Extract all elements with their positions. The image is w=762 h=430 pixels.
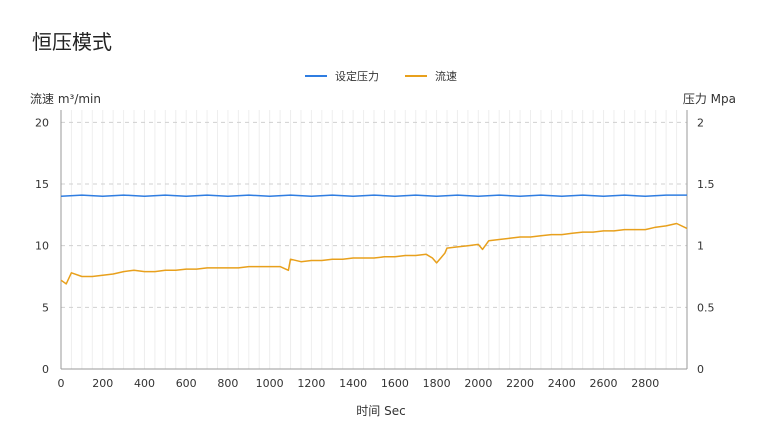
x-tick-label: 2800 [631, 377, 659, 390]
series-line-pressure [60, 194, 687, 198]
x-tick-label: 1000 [256, 377, 284, 390]
y-right-tick-label: 1 [697, 240, 704, 253]
x-axis-label: 时间 Sec [356, 404, 406, 418]
y-axis-right-label: 压力 Mpa [682, 92, 736, 106]
x-tick-label: 1800 [423, 377, 451, 390]
x-tick-label: 1600 [381, 377, 409, 390]
x-tick-label: 800 [217, 377, 238, 390]
chart-legend: 设定压力 流速 [0, 68, 762, 84]
y-right-tick-label: 1.5 [697, 178, 715, 191]
x-tick-label: 400 [134, 377, 155, 390]
tick-label-layer: 0 200 400 600 800 1000 1200 1400 1600 1800 2000 220… [35, 116, 715, 390]
grid-layer [61, 110, 687, 369]
series-layer [60, 194, 688, 285]
x-tick-label: 2400 [548, 377, 576, 390]
axis-layer [60, 110, 688, 370]
x-tick-label: 200 [92, 377, 113, 390]
y-left-tick-label: 0 [42, 363, 49, 376]
x-tick-label: 2000 [464, 377, 492, 390]
legend-label-flow: 流速 [435, 70, 457, 83]
x-tick-label: 0 [58, 377, 65, 390]
page-title: 恒压模式 [32, 30, 112, 54]
legend-item-pressure[interactable]: 设定压力 [305, 68, 379, 84]
x-tick-label: 2200 [506, 377, 534, 390]
x-tick-label: 1400 [339, 377, 367, 390]
legend-swatch-flow [405, 75, 427, 77]
y-left-tick-label: 15 [35, 178, 49, 191]
y-right-tick-label: 0.5 [697, 301, 715, 314]
y-right-tick-label: 2 [697, 116, 704, 129]
x-tick-label: 1200 [297, 377, 325, 390]
y-left-tick-label: 20 [35, 116, 49, 129]
legend-swatch-pressure [305, 75, 327, 77]
x-tick-label: 600 [176, 377, 197, 390]
x-tick-label: 2600 [590, 377, 618, 390]
legend-item-flow[interactable]: 流速 [405, 68, 457, 84]
legend-label-pressure: 设定压力 [335, 70, 379, 83]
y-left-tick-label: 10 [35, 240, 49, 253]
y-left-tick-label: 5 [42, 301, 49, 314]
series-line-flow [60, 222, 688, 285]
y-right-tick-label: 0 [697, 363, 704, 376]
y-axis-left-label: 流速 m³/min [30, 92, 101, 106]
